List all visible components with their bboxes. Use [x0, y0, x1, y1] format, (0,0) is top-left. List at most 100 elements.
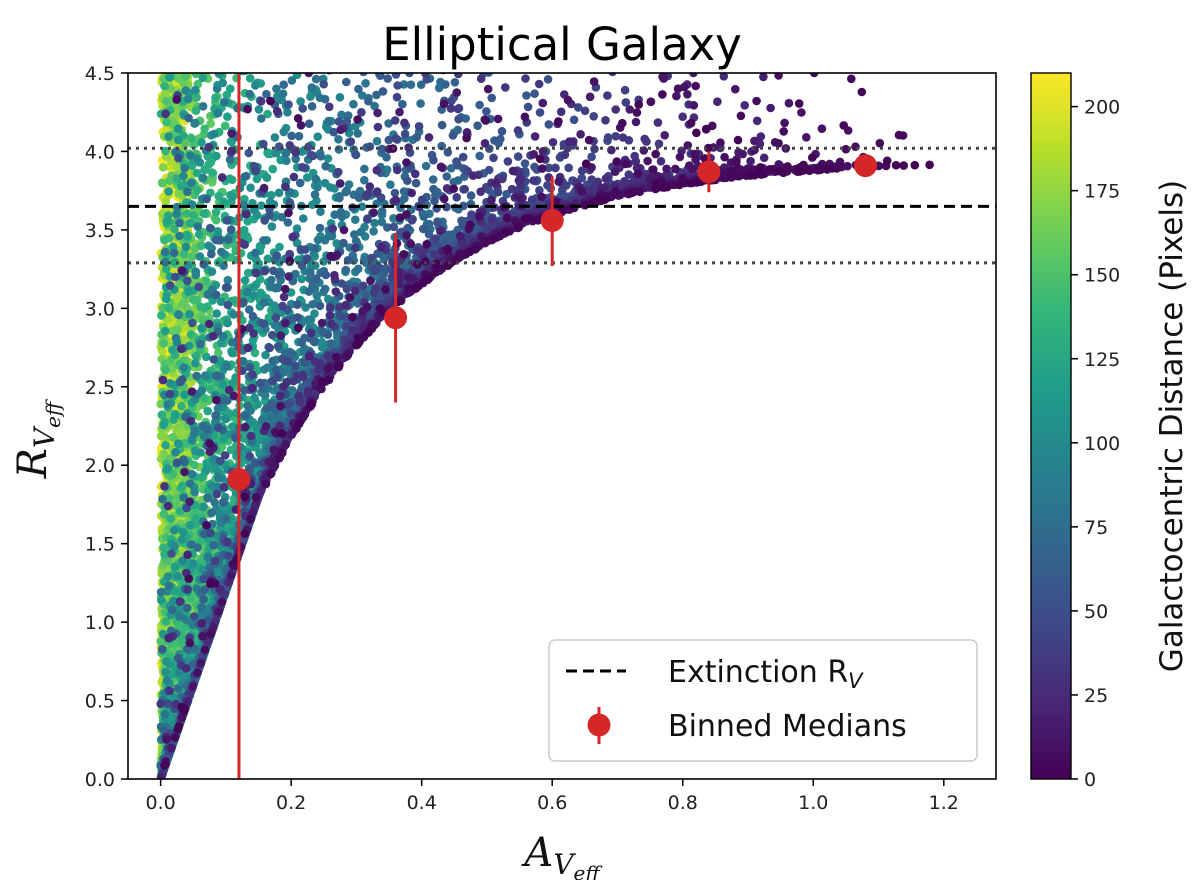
scatter-point [303, 173, 312, 182]
scatter-point [207, 267, 217, 276]
scatter-point [230, 62, 239, 71]
scatter-point [180, 390, 189, 400]
scatter-point [174, 124, 183, 133]
scatter-point [168, 345, 177, 355]
scatter-point [243, 217, 252, 226]
scatter-point [189, 60, 198, 69]
scatter-point [206, 46, 215, 55]
scatter-point [177, 535, 187, 544]
scatter-point [185, 219, 195, 228]
scatter-point [188, 295, 198, 305]
scatter-point [173, 62, 182, 71]
scatter-point [203, 406, 212, 416]
scatter-point [207, 168, 217, 177]
scatter-point [178, 527, 188, 537]
scatter-point [194, 230, 204, 239]
scatter-point [160, 81, 169, 91]
scatter-point [187, 134, 196, 143]
scatter-point [161, 97, 171, 106]
scatter-point [201, 352, 211, 362]
scatter-point [211, 207, 221, 217]
scatter-point [192, 93, 201, 102]
scatter-point [159, 339, 169, 348]
scatter-point [174, 135, 183, 145]
scatter-point [161, 47, 170, 56]
scatter-point [179, 48, 188, 57]
scatter-point [199, 38, 208, 47]
scatter-point [184, 287, 194, 297]
scatter-point [211, 93, 220, 102]
scatter-point [161, 365, 170, 375]
scatter-point [229, 45, 238, 54]
scatter-point [178, 299, 187, 309]
scatter-point [157, 57, 166, 66]
scatter-point [158, 163, 168, 172]
scatter-point [228, 192, 237, 202]
scatter-point [179, 335, 189, 344]
scatter-point [196, 448, 205, 457]
scatter-point [161, 441, 170, 450]
scatter-point [175, 57, 184, 66]
scatter-point [204, 43, 213, 52]
scatter-point [208, 63, 217, 72]
scatter-point [168, 56, 177, 65]
scatter-point [174, 189, 183, 198]
scatter-point [159, 449, 169, 459]
scatter-point [163, 53, 172, 62]
scatter-point [171, 73, 174, 74]
scatter-point [178, 481, 187, 491]
scatter-point [194, 51, 203, 60]
scatter-point [162, 217, 171, 226]
scatter-point [163, 464, 173, 473]
scatter-point [268, 164, 278, 174]
scatter-point [226, 84, 235, 93]
scatter-point [246, 183, 255, 192]
scatter-point [190, 51, 199, 60]
scatter-point [193, 185, 202, 195]
scatter-point [183, 44, 192, 53]
scatter-point [223, 318, 232, 328]
scatter-point [158, 38, 167, 47]
scatter-point [223, 112, 232, 121]
scatter-point [261, 350, 270, 360]
scatter-point [240, 276, 250, 285]
scatter-point [159, 40, 168, 49]
scatter-point [165, 46, 174, 55]
scatter-point [236, 53, 245, 62]
scatter-point [164, 303, 174, 313]
scatter-point [197, 324, 206, 333]
scatter-point [161, 667, 171, 677]
scatter-point [181, 56, 190, 65]
scatter-point [171, 410, 180, 420]
scatter-point [245, 74, 255, 83]
scatter-point [171, 63, 180, 72]
scatter-point [268, 59, 277, 68]
scatter-point [200, 124, 209, 133]
scatter-point [212, 309, 221, 318]
scatter-point [161, 42, 170, 51]
scatter-point [198, 73, 208, 83]
scatter-point [179, 47, 188, 56]
scatter-point [183, 61, 192, 70]
scatter-point [175, 57, 184, 66]
scatter-point [181, 242, 191, 252]
scatter-point [176, 41, 185, 50]
scatter-point [323, 154, 333, 163]
scatter-point [202, 276, 211, 286]
scatter-point [194, 49, 203, 58]
scatter-point [199, 502, 208, 512]
scatter-point [193, 61, 202, 70]
scatter-point [248, 38, 257, 47]
scatter-point [157, 311, 166, 320]
scatter-point [169, 526, 179, 535]
scatter-point [183, 61, 192, 70]
scatter-point [159, 420, 168, 430]
scatter-point [172, 423, 182, 433]
scatter-point [220, 121, 230, 131]
scatter-point [163, 572, 173, 581]
scatter-point [195, 55, 204, 64]
scatter-point [189, 46, 198, 55]
scatter-point [166, 53, 175, 62]
scatter-point [199, 209, 209, 218]
